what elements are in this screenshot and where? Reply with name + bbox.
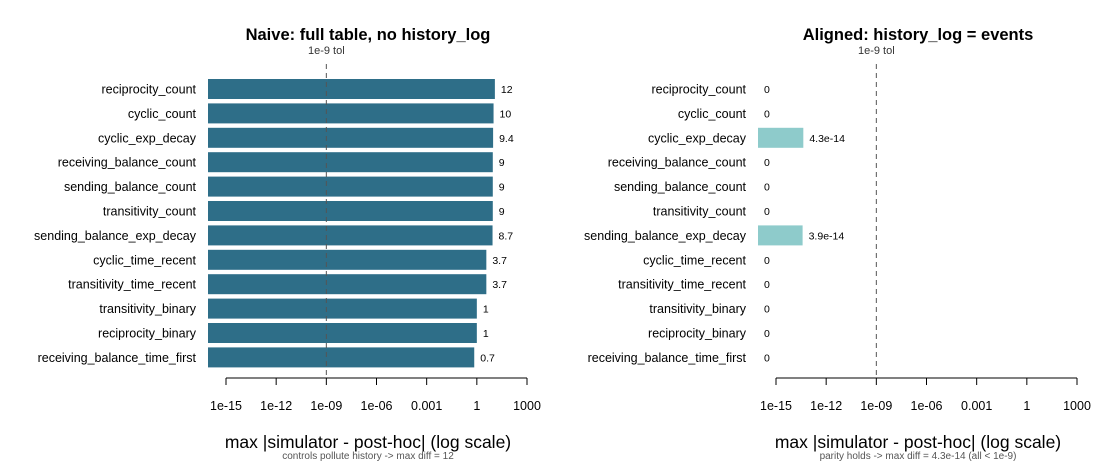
bar: [208, 274, 487, 295]
category-label: cyclic_time_recent: [643, 253, 746, 267]
x-tick-label: 1e-09: [310, 399, 342, 413]
value-label: 0: [764, 108, 770, 120]
value-label: 0: [764, 352, 770, 364]
category-label: sending_balance_exp_decay: [34, 229, 197, 243]
value-label: 0: [764, 328, 770, 340]
value-label: 0: [764, 255, 770, 267]
category-label: transitivity_binary: [649, 302, 746, 316]
value-label: 0: [764, 84, 770, 96]
chart-caption: controls pollute history -> max diff = 1…: [282, 451, 454, 462]
category-label: cyclic_count: [128, 107, 197, 121]
chart-title: Naive: full table, no history_log: [246, 26, 491, 44]
category-label: cyclic_exp_decay: [98, 131, 197, 145]
value-label: 0: [764, 206, 770, 218]
category-label: transitivity_binary: [99, 302, 196, 316]
bar: [758, 225, 803, 246]
bar: [208, 103, 494, 124]
bar: [208, 249, 487, 270]
category-label: transitivity_count: [103, 205, 197, 219]
category-label: receiving_balance_count: [608, 156, 747, 170]
value-label: 0: [764, 304, 770, 316]
x-tick-label: 1: [473, 399, 480, 413]
category-label: sending_balance_count: [64, 180, 197, 194]
category-label: receiving_balance_count: [58, 156, 197, 170]
category-label: transitivity_time_recent: [618, 278, 746, 292]
value-label: 9.4: [499, 133, 514, 145]
bar: [208, 298, 477, 319]
value-label: 0.7: [480, 352, 495, 364]
x-tick-label: 0.001: [411, 399, 442, 413]
x-tick-label: 1e-09: [860, 399, 892, 413]
category-label: transitivity_count: [653, 205, 747, 219]
bar: [758, 127, 804, 148]
value-label: 0: [764, 279, 770, 291]
x-tick-label: 1e-06: [361, 399, 393, 413]
x-tick-label: 1e-06: [911, 399, 943, 413]
category-label: transitivity_time_recent: [68, 278, 196, 292]
value-label: 9: [499, 157, 505, 169]
bar: [208, 323, 477, 343]
chart-caption: parity holds -> max diff = 4.3e-14 (all …: [820, 451, 1017, 462]
value-label: 9: [499, 206, 505, 218]
value-label: 0: [764, 182, 770, 194]
value-label: 0: [764, 157, 770, 169]
value-label: 3.7: [492, 279, 507, 291]
category-label: cyclic_count: [678, 107, 747, 121]
x-tick-label: 1e-15: [760, 399, 792, 413]
x-axis-label: max |simulator - post-hoc| (log scale): [225, 432, 511, 452]
bar: [208, 347, 475, 368]
x-tick-label: 1e-12: [260, 399, 292, 413]
bar: [208, 201, 493, 221]
category-label: reciprocity_binary: [98, 327, 197, 341]
chart-title: Aligned: history_log = events: [803, 26, 1034, 44]
x-tick-label: 1000: [513, 399, 541, 413]
category-label: cyclic_time_recent: [93, 253, 196, 267]
x-tick-label: 1e-15: [210, 399, 242, 413]
x-axis-label: max |simulator - post-hoc| (log scale): [775, 432, 1061, 452]
value-label: 12: [501, 84, 513, 96]
x-tick-label: 1000: [1063, 399, 1091, 413]
x-tick-label: 1: [1023, 399, 1030, 413]
reference-line-label: 1e-9 tol: [308, 45, 345, 57]
bar: [208, 127, 494, 148]
x-tick-label: 1e-12: [810, 399, 842, 413]
value-label: 4.3e-14: [809, 133, 845, 145]
category-label: reciprocity_count: [652, 83, 747, 97]
category-label: receiving_balance_time_first: [588, 351, 747, 365]
category-label: sending_balance_count: [614, 180, 747, 194]
bar: [208, 176, 493, 197]
value-label: 3.9e-14: [809, 230, 845, 242]
value-label: 1: [483, 328, 489, 340]
category-label: reciprocity_binary: [648, 327, 747, 341]
bar: [208, 152, 493, 173]
value-label: 10: [500, 108, 512, 120]
category-label: sending_balance_exp_decay: [584, 229, 747, 243]
category-label: receiving_balance_time_first: [38, 351, 197, 365]
value-label: 3.7: [492, 255, 507, 267]
x-tick-label: 0.001: [961, 399, 992, 413]
reference-line-label: 1e-9 tol: [858, 45, 895, 57]
value-label: 1: [483, 304, 489, 316]
category-label: cyclic_exp_decay: [648, 131, 747, 145]
bar: [208, 79, 495, 99]
value-label: 8.7: [499, 230, 514, 242]
bar: [208, 225, 493, 246]
value-label: 9: [499, 182, 505, 194]
category-label: reciprocity_count: [102, 83, 197, 97]
